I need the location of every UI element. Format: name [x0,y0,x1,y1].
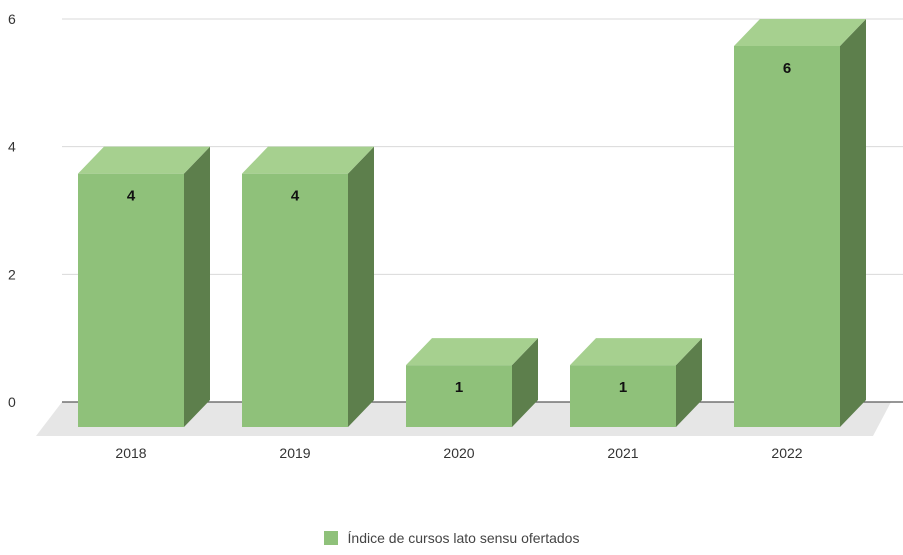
data-label: 4 [291,188,300,205]
bar-front-face [78,173,184,427]
bar-side-face [512,338,538,427]
bar-top-face [734,19,866,46]
y-tick-label: 4 [8,139,16,155]
bar-2020 [406,338,538,427]
data-label: 1 [455,379,463,396]
data-label: 6 [783,60,791,77]
data-label: 4 [127,188,136,205]
bar-top-face [242,146,374,174]
y-tick-label: 2 [8,266,16,282]
bar-top-face [570,338,702,366]
x-tick-label: 2018 [115,445,146,461]
bar-2021 [570,338,702,427]
bar-side-face [676,338,702,427]
data-label: 1 [619,379,627,396]
bar-2018 [78,146,210,427]
legend-label: Índice de cursos lato sensu ofertados [347,530,580,546]
bar-front-face [570,365,676,427]
x-tick-label: 2022 [771,445,802,461]
bar-side-face [348,146,374,427]
bar-2019 [242,146,374,427]
bar-front-face [734,46,840,427]
x-tick-label: 2021 [607,445,638,461]
x-tick-label: 2019 [279,445,310,461]
bar-top-face [78,146,210,174]
y-tick-label: 6 [8,11,16,27]
bar-2022 [734,19,866,427]
legend: Índice de cursos lato sensu ofertados [0,530,903,546]
x-tick-label: 2020 [443,445,474,461]
bar-front-face [242,173,348,427]
bar-side-face [184,146,210,427]
legend-swatch [323,531,338,545]
bar-top-face [406,338,538,366]
bar-side-face [840,19,866,427]
y-tick-label: 0 [8,394,16,410]
bar-front-face [406,365,512,427]
